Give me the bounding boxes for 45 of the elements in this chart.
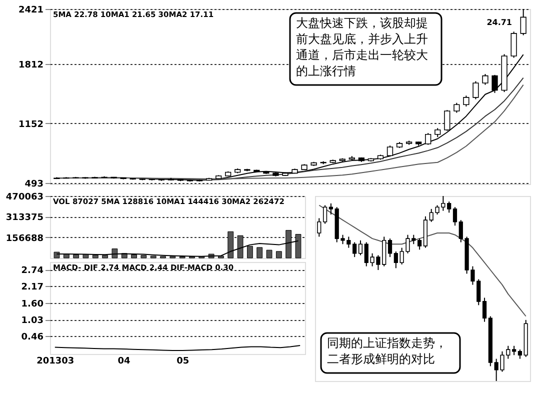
x-tick-label: 05 <box>176 356 190 366</box>
candlestick <box>447 201 452 214</box>
y-tick-label: 1.03 <box>21 316 44 326</box>
y-tick-label: 2.17 <box>21 282 44 293</box>
candlestick <box>425 132 432 146</box>
bar <box>266 250 272 258</box>
candlestick <box>482 297 487 322</box>
bar <box>256 247 263 258</box>
candlestick <box>452 206 458 226</box>
y-tick-label: 2421 <box>18 6 44 16</box>
candlestick <box>317 218 322 238</box>
candlestick <box>434 128 441 138</box>
y-tick-label: 470063 <box>6 192 44 202</box>
candlestick <box>322 204 328 224</box>
annotation: 同期的上证指数走势，二者形成鲜明的对比 <box>327 336 447 366</box>
candlestick <box>482 74 488 86</box>
candlestick <box>358 240 363 256</box>
y-tick-label: 493 <box>24 179 44 190</box>
y-tick-label: 1152 <box>18 120 44 130</box>
candlestick <box>352 242 357 258</box>
candlestick <box>386 145 394 157</box>
annotation: 24.71 <box>486 18 512 27</box>
y-tick-label: 1812 <box>18 60 44 70</box>
bar <box>276 251 282 258</box>
y-tick-label: 156688 <box>6 234 44 244</box>
candlestick <box>472 80 479 100</box>
y-tick-label: 313375 <box>6 213 44 224</box>
x-tick-label: 04 <box>118 356 130 366</box>
candlestick <box>518 349 522 360</box>
candlestick <box>463 95 470 107</box>
candlestick <box>492 74 498 94</box>
y-tick-label: 1.60 <box>21 299 44 310</box>
candlestick <box>388 238 392 258</box>
y-tick-label: 2.74 <box>21 266 44 276</box>
candlestick <box>512 345 516 356</box>
candlestick <box>417 238 422 250</box>
candlestick <box>328 202 333 215</box>
annotation: 大盘快速下跌，该股却提前大盘见底，并步入上升通道，后市走出一轮较大的上涨行情 <box>296 16 428 78</box>
candlestick <box>520 8 526 36</box>
candlestick <box>510 31 517 58</box>
candlestick <box>444 110 450 132</box>
candlestick <box>394 251 398 269</box>
x-tick-label: 201303 <box>36 356 74 366</box>
candlestick <box>454 102 460 114</box>
y-tick-label: 0.46 <box>21 332 44 343</box>
